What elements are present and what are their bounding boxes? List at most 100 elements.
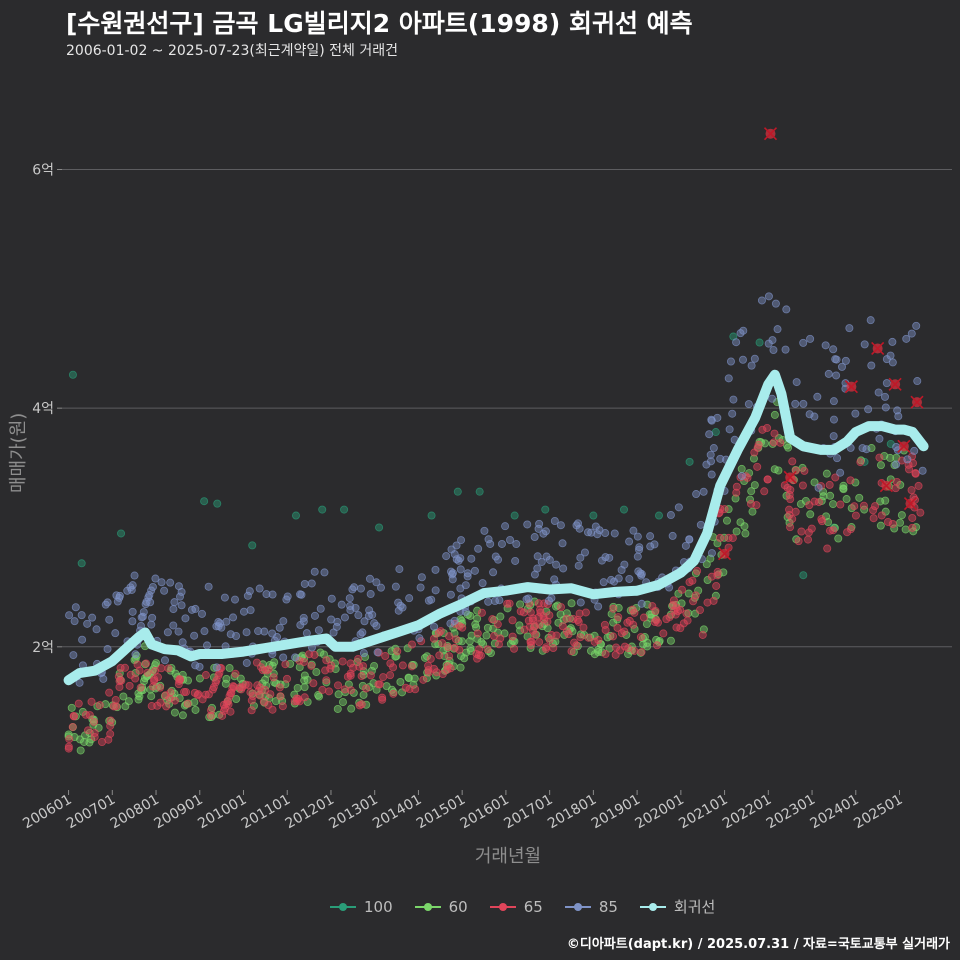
scatter-point-85 [666,511,675,520]
scatter-point-85 [130,571,139,580]
scatter-point-65 [174,680,183,689]
scatter-point-85 [726,357,735,366]
scatter-point-65 [401,683,410,692]
scatter-point-65 [84,726,93,735]
scatter-point-65 [549,644,558,653]
regression-line [63,369,929,686]
x-tick-label: 201601 [458,792,512,833]
scatter-point-85 [892,460,901,469]
scatter-point-60 [195,674,204,683]
scatter-point-65 [444,643,453,652]
scatter-point-65 [183,699,192,708]
scatter-point-85 [725,425,734,434]
scatter-point-85 [242,658,251,667]
scatter-point-65 [283,674,292,683]
scatter-point-85 [157,578,166,587]
scatter-point-85 [768,394,777,403]
scatter-point-65 [846,525,855,534]
scatter-point-65 [346,659,355,668]
scatter-point-85 [200,627,209,636]
scatter-point-60 [515,621,524,630]
scatter-point-85 [337,600,346,609]
scatter-point-85 [893,406,902,415]
scatter-point-65 [90,717,99,726]
scatter-point-85 [533,564,542,573]
scatter-point-85 [320,568,329,577]
scatter-point-60 [666,636,675,645]
scatter-point-60 [694,586,703,595]
legend-label: 60 [448,897,468,916]
scatter-point-65 [846,476,855,485]
scatter-point-60 [338,698,347,707]
scatter-point-85 [448,569,457,578]
scatter-point-65 [493,620,502,629]
scatter-point-65 [309,679,318,688]
scatter-point-60 [586,646,595,655]
scatter-point-65 [64,744,73,753]
legend-key-icon [330,901,356,913]
scatter-point-65 [435,651,444,660]
scatter-point-85 [699,487,708,496]
scatter-point-85 [821,341,830,350]
scatter-point-85 [203,641,212,650]
scatter-point-85 [431,565,440,574]
scatter-point-85 [78,635,87,644]
scatter-point-65 [475,645,484,654]
scatter-point-65 [318,685,327,694]
scatter-point-65 [693,566,702,575]
scatter-point-65 [724,533,733,542]
scatter-point-85 [456,584,465,593]
scatter-point-60 [80,737,89,746]
scatter-point-85 [757,296,766,305]
scatter-point-65 [624,644,633,653]
scatter-point-85 [497,539,506,548]
scatter-point-85 [768,336,777,345]
scatter-point-65 [804,535,813,544]
scatter-point-100 [340,505,349,514]
scatter-point-85 [212,663,221,672]
scatter-point-65 [307,661,316,670]
scatter-point-85 [886,351,895,360]
scatter-point-65 [450,619,459,628]
scatter-point-65 [281,660,290,669]
scatter-point-85 [867,361,876,370]
y-tick-label: 2억 [32,640,54,656]
scatter-point-100 [248,541,257,550]
scatter-point-65 [545,635,554,644]
scatter-point-100 [318,505,327,514]
scatter-point-65 [888,519,897,528]
outlier-cross-icon [763,127,778,141]
scatter-point-65 [275,683,284,692]
scatter-point-60 [76,746,85,755]
scatter-point-60 [134,695,143,704]
scatter-point-85 [394,606,403,615]
scatter-point-85 [243,591,252,600]
scatter-point-65 [797,527,806,536]
scatter-point-85 [190,631,199,640]
scatter-point-65 [579,623,588,632]
scatter-point-65 [576,633,585,642]
scatter-point-85 [738,355,747,364]
scatter-point-65 [95,701,104,710]
legend-item-100: 100 [330,898,393,916]
scatter-point-85 [781,345,790,354]
scatter-point-65 [788,457,797,466]
scatter-point-65 [542,643,551,652]
scatter-point-60 [736,518,745,527]
scatter-point-85 [356,584,365,593]
scatter-point-65 [617,629,626,638]
legend-point [498,902,507,911]
scatter-point-85 [195,662,204,671]
x-tick-label: 201001 [195,792,249,833]
scatter-point-85 [650,540,659,549]
scatter-point-85 [71,603,80,612]
scatter-point-85 [92,625,101,634]
scatter-point-85 [75,678,84,687]
scatter-point-85 [910,446,919,455]
scatter-point-65 [198,695,207,704]
scatter-point-65 [389,663,398,672]
x-tick-label: 201801 [545,792,599,833]
scatter-point-65 [164,664,173,673]
scatter-point-85 [523,520,532,529]
scatter-point-85 [160,656,169,665]
